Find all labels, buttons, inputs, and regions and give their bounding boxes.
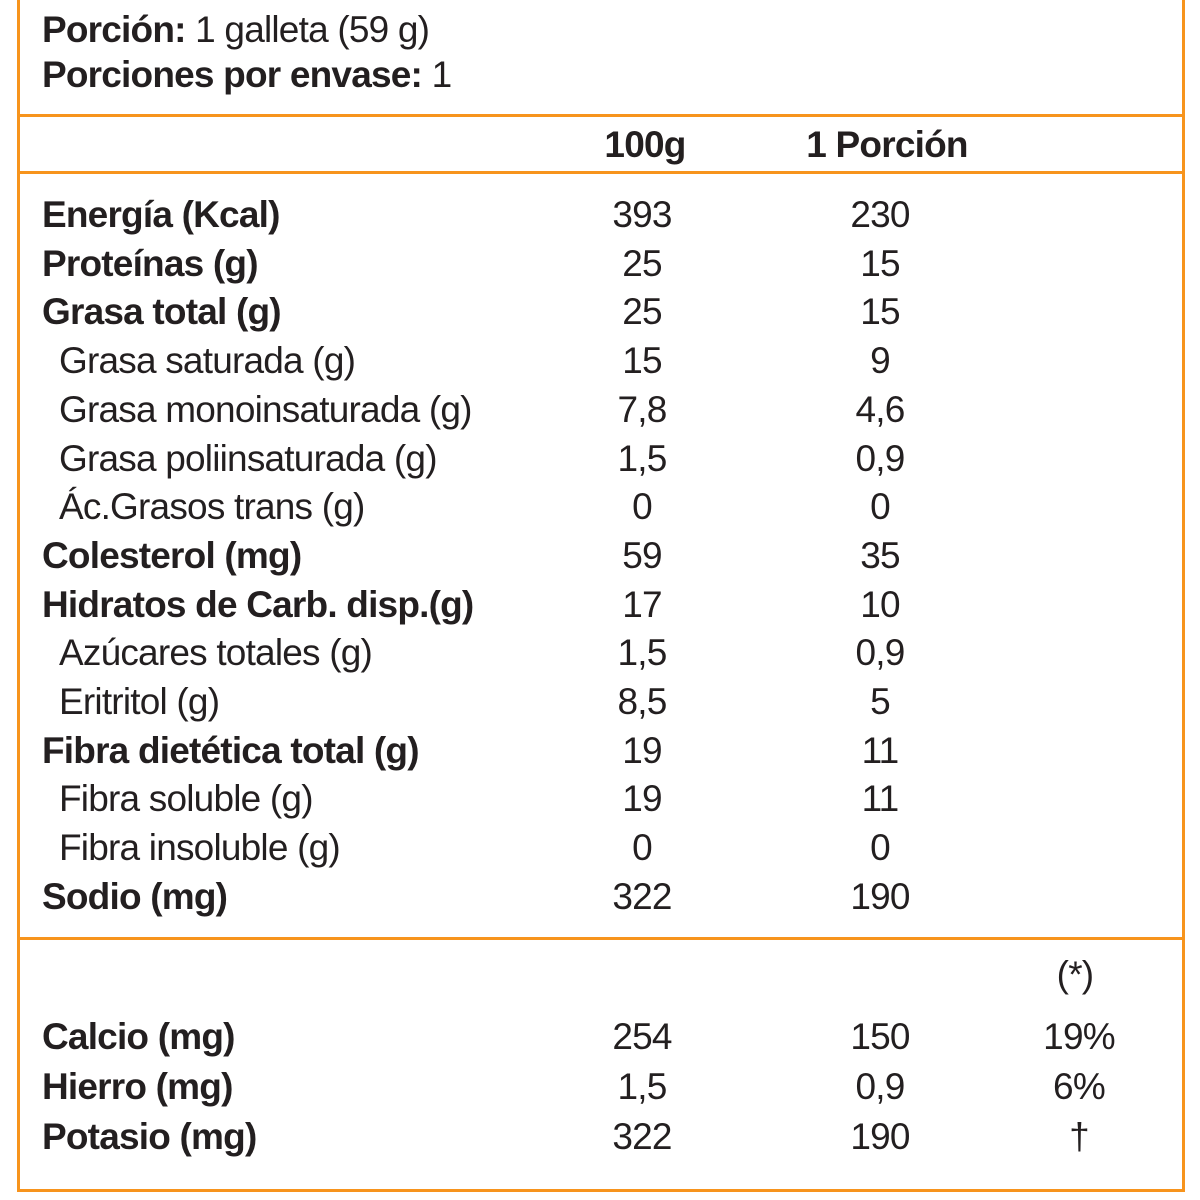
value-100g: 7,8	[617, 388, 667, 430]
row-label: Potasio (mg)	[42, 1116, 257, 1157]
value-100g: 59	[622, 534, 662, 576]
row-label: Fibra dietética total (g)	[42, 729, 420, 771]
row-label: Colesterol (mg)	[42, 534, 302, 576]
value-100g: 25	[622, 291, 662, 333]
value-100g: 1,5	[617, 437, 667, 479]
value-portion: 11	[861, 729, 900, 771]
row-label: Ác.Grasos trans (g)	[59, 486, 365, 528]
value-100g: 322	[612, 1116, 672, 1157]
row-label: Grasa poliinsaturada (g)	[59, 437, 438, 479]
value-portion: 190	[850, 875, 910, 917]
value-100g: 8,5	[617, 681, 667, 722]
row-label: Grasa saturada (g)	[59, 340, 356, 382]
value-100g: 25	[622, 242, 662, 284]
value-100g: 254	[612, 1016, 672, 1057]
value-100g: 1,5	[617, 632, 667, 674]
value-100g: 1,5	[617, 1066, 667, 1107]
serving-label: Porción:	[42, 9, 186, 50]
value-100g: 19	[622, 729, 662, 771]
value-portion: 190	[850, 1116, 910, 1157]
value-100g: 322	[612, 875, 672, 917]
value-portion: 4,6	[855, 388, 905, 430]
servings-value: 1	[431, 54, 453, 95]
value-portion: 0	[870, 827, 891, 869]
value-portion: 11	[861, 778, 900, 820]
value-portion: 9	[870, 340, 891, 382]
servings-label: Porciones por envase:	[42, 54, 423, 95]
divider	[17, 171, 1182, 174]
value-portion: 0	[870, 486, 891, 528]
serving-value: 1 galleta (59 g)	[195, 9, 430, 50]
row-label: Fibra soluble (g)	[59, 778, 314, 820]
border	[17, 0, 1185, 1192]
value-dv: 19%	[1043, 1016, 1115, 1057]
value-portion: 15	[860, 242, 900, 284]
value-portion: 5	[870, 681, 891, 722]
divider	[17, 937, 1182, 940]
value-portion: 15	[860, 291, 900, 333]
row-label: Fibra insoluble (g)	[59, 827, 341, 869]
row-label: Sodio (mg)	[42, 875, 228, 917]
value-dv: 6%	[1053, 1066, 1106, 1107]
row-label: Grasa total (g)	[42, 291, 282, 333]
row-label: Azúcares totales (g)	[59, 632, 373, 674]
value-portion: 0,9	[855, 437, 905, 479]
value-portion: 0,9	[855, 632, 905, 674]
serving: Porción: 1 galleta (59 g)	[42, 8, 430, 52]
value-100g: 17	[622, 583, 662, 625]
value-portion: 230	[850, 194, 910, 235]
column-header: 1 Porción	[806, 124, 968, 165]
value-portion: 10	[860, 583, 900, 625]
row-label: Calcio (mg)	[42, 1016, 235, 1057]
row-label: Eritritol (g)	[59, 681, 220, 722]
value-portion: 35	[860, 534, 900, 576]
value-portion: 150	[850, 1016, 910, 1057]
value-100g: 393	[612, 194, 672, 235]
row-label: Hidratos de Carb. disp.(g)	[42, 583, 474, 625]
row-label: Proteínas (g)	[42, 242, 259, 284]
column-header: 100g	[604, 124, 686, 165]
row-label: Hierro (mg)	[42, 1066, 233, 1107]
servings: Porciones por envase: 1	[42, 53, 453, 97]
value-portion: 0,9	[855, 1066, 905, 1107]
dv-note: (*)	[1056, 954, 1094, 995]
value-100g: 0	[632, 486, 653, 528]
divider	[17, 114, 1182, 117]
row-label: Energía (Kcal)	[42, 194, 280, 235]
row-label: Grasa monoinsaturada (g)	[59, 388, 472, 430]
value-100g: 0	[632, 827, 653, 869]
value-100g: 19	[622, 778, 662, 820]
value-100g: 15	[622, 340, 662, 382]
value-dv: †	[1069, 1116, 1090, 1157]
